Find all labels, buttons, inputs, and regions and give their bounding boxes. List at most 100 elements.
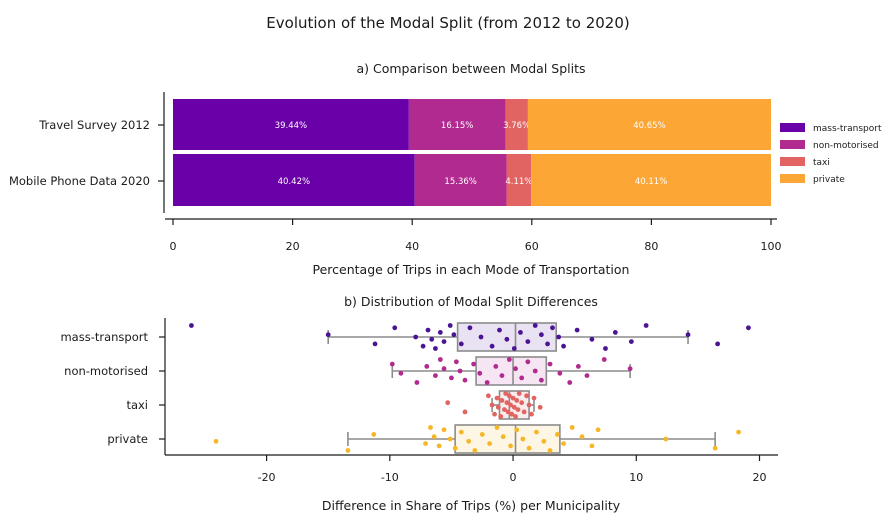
- bar-taxi-travel-survey-2012: [505, 99, 528, 150]
- point-taxi: [529, 411, 534, 417]
- point-taxi: [502, 407, 507, 412]
- point-private: [466, 438, 472, 444]
- point-private: [569, 425, 575, 430]
- point-non-motorised: [627, 366, 633, 372]
- point-non-motorised: [484, 380, 490, 385]
- point-mass-transport: [437, 330, 443, 335]
- point-non-motorised: [499, 373, 505, 378]
- point-private: [595, 427, 601, 433]
- point-mass-transport: [420, 343, 426, 349]
- bar-label: 40.65%: [633, 121, 665, 131]
- point-taxi: [516, 391, 522, 396]
- point-taxi: [506, 393, 512, 399]
- bar-label: 4.11%: [505, 177, 532, 187]
- point-mass-transport: [189, 323, 194, 328]
- point-taxi: [503, 391, 509, 396]
- point-taxi: [504, 400, 510, 406]
- point-mass-transport: [603, 346, 608, 351]
- point-taxi: [489, 402, 495, 408]
- point-mass-transport: [497, 327, 502, 333]
- point-non-motorised: [584, 373, 590, 378]
- point-mass-transport: [325, 332, 331, 338]
- y-tick-label-private: private: [107, 432, 148, 446]
- point-mass-transport: [538, 332, 544, 338]
- point-private: [452, 445, 458, 451]
- point-taxi: [495, 404, 501, 410]
- point-private: [534, 429, 539, 435]
- x-tick-label: 60: [525, 240, 539, 253]
- x-tick-label: 0: [170, 240, 177, 253]
- box-private: [454, 424, 561, 454]
- point-private: [423, 441, 428, 446]
- point-taxi: [515, 407, 521, 412]
- point-non-motorised: [471, 361, 477, 367]
- point-non-motorised: [398, 370, 404, 376]
- point-taxi: [494, 395, 500, 401]
- bar-mass-transport-mobile-phone-data-2020: [173, 154, 415, 206]
- point-mass-transport: [433, 346, 438, 351]
- bar-private-travel-survey-2012: [527, 99, 771, 150]
- point-taxi: [492, 411, 497, 417]
- legend-swatch-taxi: [780, 157, 805, 166]
- bar-label: 15.36%: [444, 177, 476, 187]
- bar-label: 3.76%: [503, 121, 530, 131]
- legend-label-mass-transport: mass-transport: [813, 124, 882, 134]
- y-tick-label-mobile-phone-data-2020: Mobile Phone Data 2020: [9, 174, 150, 188]
- point-non-motorised: [449, 375, 454, 381]
- x-tick-label: 80: [644, 240, 658, 253]
- point-mass-transport: [589, 336, 595, 342]
- point-non-motorised: [441, 366, 447, 372]
- point-private: [441, 427, 447, 433]
- point-non-motorised: [414, 380, 420, 385]
- point-private: [663, 436, 669, 442]
- point-private: [555, 432, 560, 437]
- point-mass-transport: [441, 339, 447, 344]
- point-private: [494, 425, 500, 430]
- point-private: [579, 434, 585, 440]
- point-taxi: [537, 404, 543, 410]
- point-mass-transport: [504, 336, 510, 342]
- point-private: [371, 432, 377, 437]
- panel-b-title: b) Distribution of Modal Split Differenc…: [344, 294, 598, 309]
- point-mass-transport: [451, 332, 457, 338]
- figure-title: Evolution of the Modal Split (from 2012 …: [266, 14, 629, 32]
- point-taxi: [531, 395, 537, 401]
- x-tick-label: 40: [405, 240, 419, 253]
- y-tick-label-taxi: taxi: [126, 398, 148, 412]
- point-mass-transport: [612, 330, 618, 335]
- point-mass-transport: [372, 341, 378, 347]
- x-tick-label: 0: [510, 471, 517, 484]
- legend-label-private: private: [813, 175, 845, 185]
- point-non-motorised: [424, 364, 430, 369]
- bar-label: 40.42%: [278, 177, 310, 187]
- bar-taxi-mobile-phone-data-2020: [506, 154, 532, 206]
- point-private: [736, 429, 741, 435]
- point-non-motorised: [525, 359, 531, 365]
- point-private: [561, 441, 566, 446]
- point-non-motorised: [538, 377, 544, 383]
- point-private: [458, 429, 464, 435]
- point-private: [431, 434, 437, 440]
- point-mass-transport: [478, 334, 484, 340]
- point-taxi: [514, 398, 520, 403]
- point-mass-transport: [467, 325, 473, 331]
- point-taxi: [521, 409, 527, 415]
- point-private: [508, 443, 513, 449]
- y-tick-label-non-motorised: non-motorised: [64, 364, 148, 378]
- point-mass-transport: [746, 325, 751, 331]
- x-tick-label: -20: [258, 471, 276, 484]
- point-taxi: [509, 411, 515, 417]
- point-private: [541, 438, 547, 444]
- point-private: [514, 427, 520, 433]
- point-taxi: [486, 393, 491, 399]
- point-non-motorised: [457, 368, 463, 374]
- point-non-motorised: [519, 375, 525, 381]
- point-non-motorised: [437, 357, 443, 362]
- point-private: [589, 443, 595, 449]
- point-private: [487, 441, 493, 446]
- point-mass-transport: [628, 339, 634, 344]
- point-taxi: [505, 409, 511, 415]
- point-non-motorised: [513, 366, 518, 372]
- point-private: [520, 436, 526, 442]
